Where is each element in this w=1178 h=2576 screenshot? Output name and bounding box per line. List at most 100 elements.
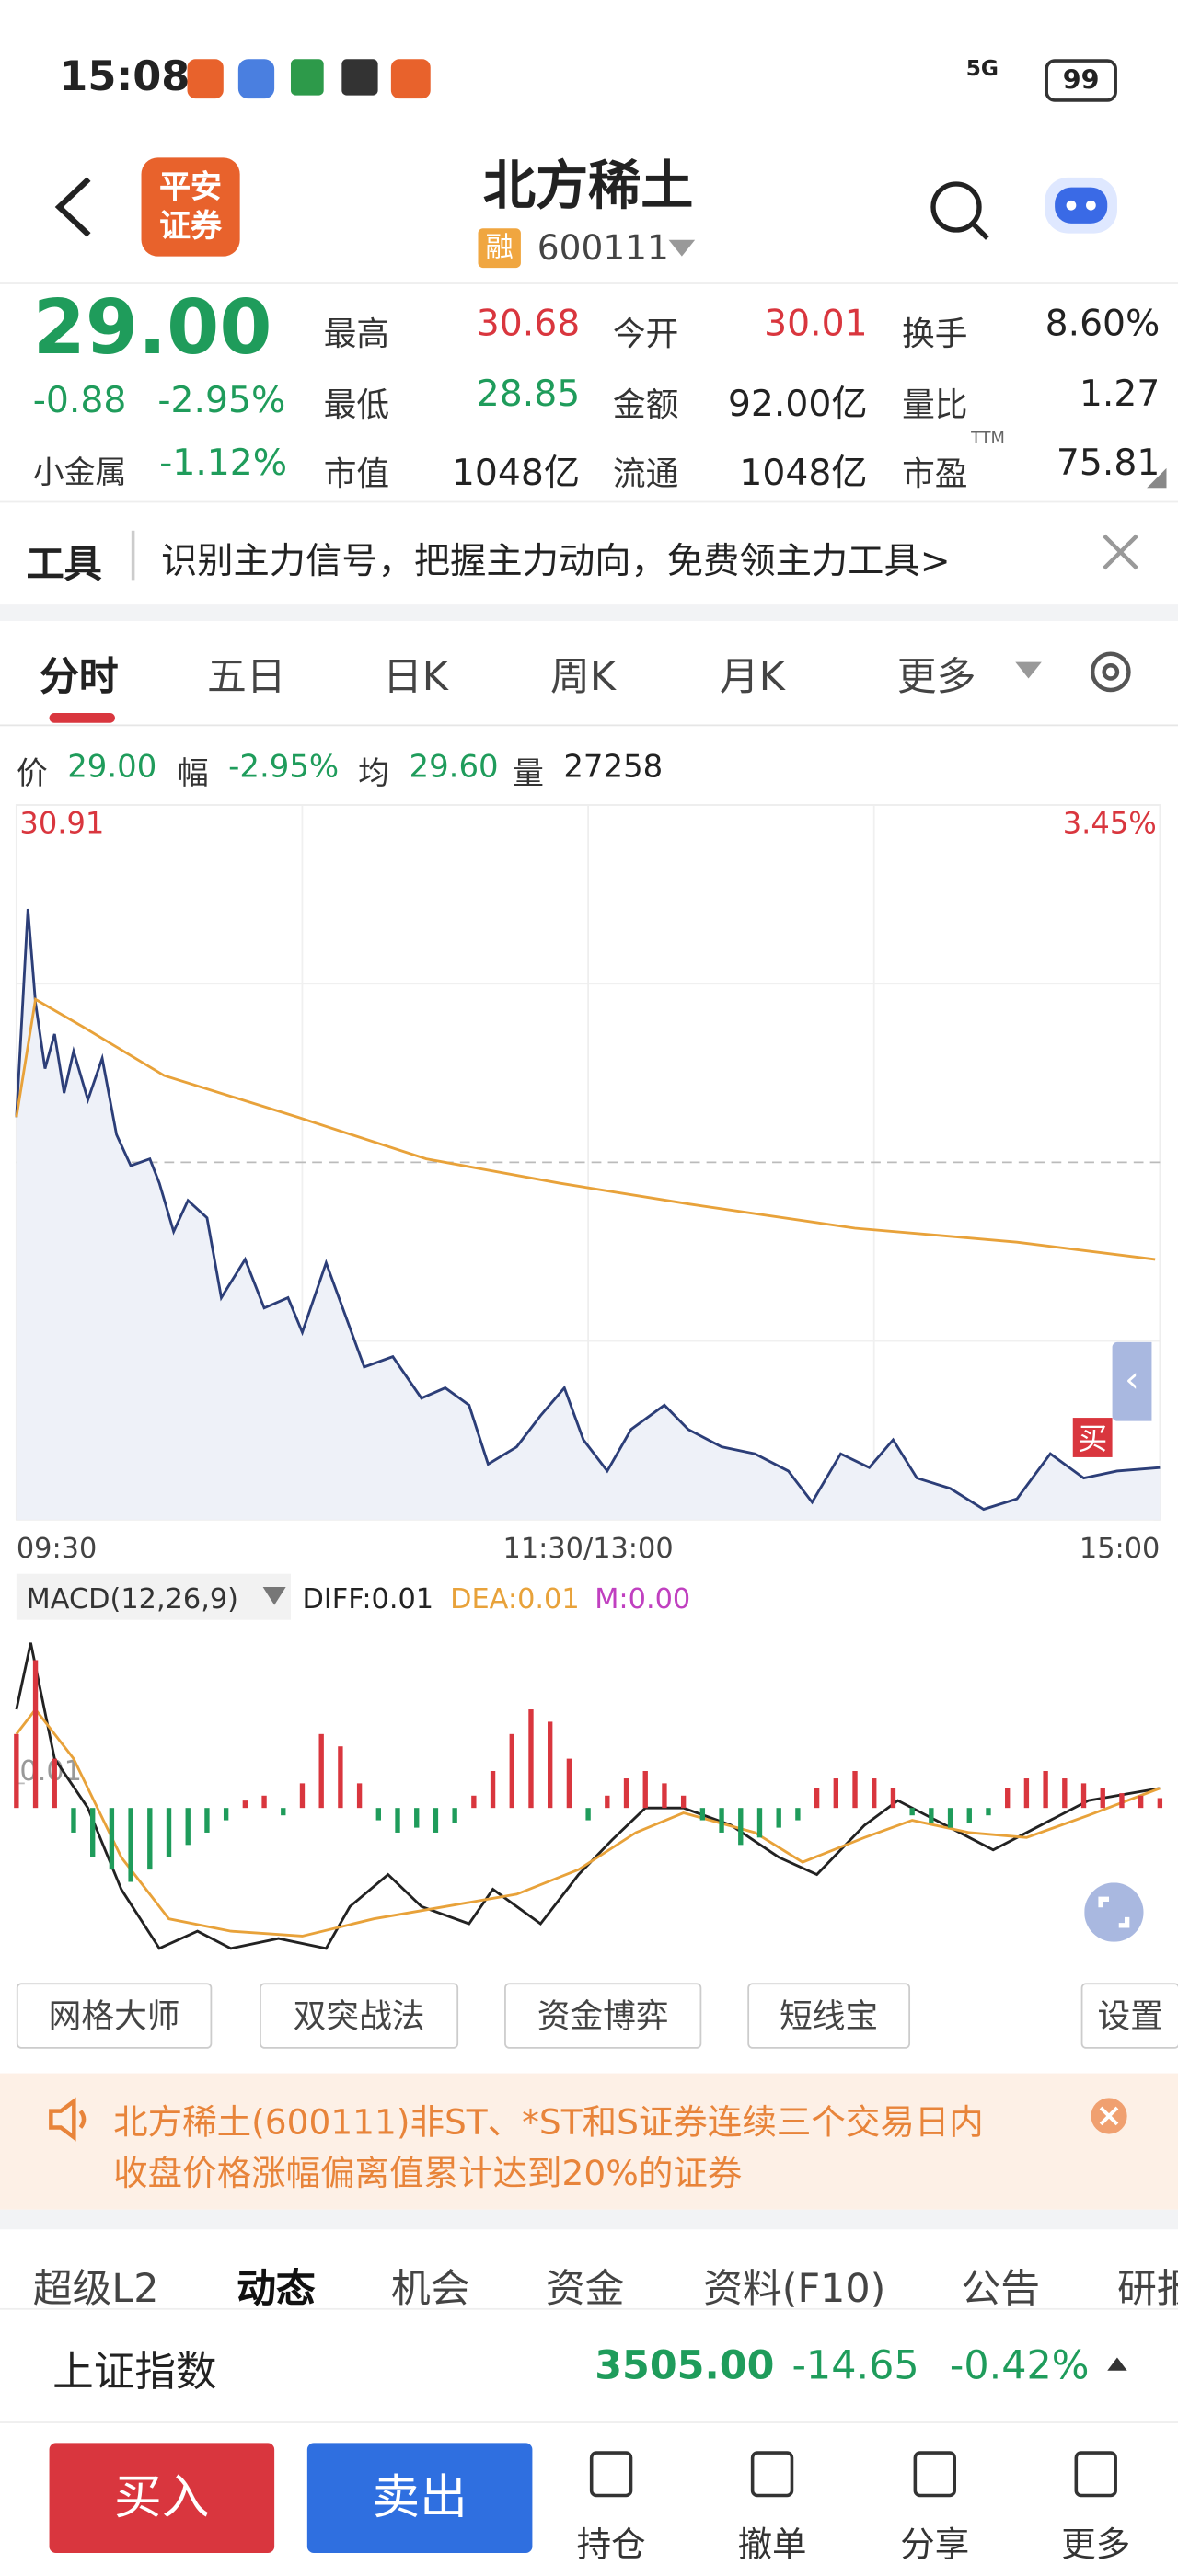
divider xyxy=(0,724,1178,727)
tab[interactable]: 更多 xyxy=(896,653,976,700)
gap xyxy=(0,2209,1178,2230)
annotation: 买 xyxy=(1078,1421,1107,1456)
macd-bar xyxy=(662,1783,667,1809)
sub-tab[interactable]: 研报 xyxy=(1116,2265,1178,2312)
macd-bar xyxy=(1062,1778,1068,1809)
margin-badge: 融 xyxy=(478,228,521,269)
tab-indicator xyxy=(49,712,115,723)
index-name: 上证指数 xyxy=(52,2347,217,2396)
stat-label: 换手 xyxy=(902,314,968,353)
sub-tab[interactable]: 资金 xyxy=(545,2265,625,2312)
stat-label: 最高 xyxy=(323,314,390,353)
logo-line: 平安 xyxy=(159,168,223,206)
tab[interactable]: 日K xyxy=(382,653,448,700)
action-label[interactable]: 撤单 xyxy=(737,2524,807,2565)
macd-bar xyxy=(719,1808,724,1833)
notice-close[interactable] xyxy=(1090,2097,1129,2136)
sector[interactable]: 小金属 xyxy=(32,454,127,491)
macd-bar xyxy=(1080,1783,1087,1809)
macd-bar xyxy=(281,1808,286,1816)
app-icon xyxy=(341,59,378,96)
legend-box xyxy=(16,1573,291,1620)
macd-bar xyxy=(1119,1793,1125,1809)
notice xyxy=(0,2073,1178,2210)
search[interactable] xyxy=(927,178,992,243)
index-bar[interactable] xyxy=(0,2307,1178,2423)
settings[interactable] xyxy=(1086,648,1136,697)
macd-bar xyxy=(1023,1778,1030,1809)
macd-bar xyxy=(566,1758,572,1809)
macd-bar xyxy=(71,1808,76,1833)
dropdown[interactable] xyxy=(1013,661,1043,680)
gap xyxy=(0,604,1178,621)
macd-bar xyxy=(90,1808,96,1857)
buy-button[interactable]: 买入 xyxy=(49,2443,275,2553)
average-line xyxy=(15,996,1156,1261)
corner xyxy=(1147,467,1167,489)
macd-bar xyxy=(776,1808,781,1828)
macd-bar xyxy=(1138,1795,1144,1809)
macd-bar xyxy=(223,1808,229,1821)
sub-tab[interactable]: 超级L2 xyxy=(32,2265,159,2312)
stat-label: 市盈 xyxy=(902,453,968,493)
legend-dropdown xyxy=(262,1586,286,1605)
logo-line: 证券 xyxy=(159,208,223,246)
expand[interactable] xyxy=(1105,2356,1128,2373)
macd-bar xyxy=(490,1770,496,1809)
tab[interactable]: 周K xyxy=(550,653,617,700)
stat-label: 量比 xyxy=(902,384,968,424)
tool-button[interactable]: 双突战法 xyxy=(260,1983,459,2049)
action-label[interactable]: 持仓 xyxy=(576,2524,646,2565)
change: -0.88 xyxy=(32,381,127,422)
macd-bar xyxy=(852,1770,858,1809)
action-label[interactable]: 分享 xyxy=(900,2524,970,2565)
macd-bar xyxy=(738,1808,744,1846)
tool-button[interactable]: 网格大师 xyxy=(16,1983,213,2049)
stock-code[interactable]: 600111 xyxy=(537,228,669,269)
sub-tab[interactable]: 资料(F10) xyxy=(703,2265,886,2312)
sub-tab[interactable]: 动态 xyxy=(237,2265,316,2312)
macd-bar xyxy=(1043,1770,1048,1809)
dropdown[interactable] xyxy=(667,238,697,258)
tool-button[interactable]: 资金博弈 xyxy=(504,1983,702,2049)
sub-tab[interactable]: 公告 xyxy=(961,2265,1041,2312)
y-tick-label: 0.01 xyxy=(19,1755,82,1788)
macd-bar xyxy=(642,1770,648,1809)
macd-bar xyxy=(1100,1788,1105,1809)
macd-bar xyxy=(929,1808,934,1823)
banner-text[interactable]: 识别主力信号，把握主力动向，免费领主力工具> xyxy=(160,542,951,583)
close[interactable] xyxy=(1101,533,1140,572)
macd-bar xyxy=(814,1788,820,1809)
assistant[interactable] xyxy=(1038,165,1124,244)
tab[interactable]: 五日 xyxy=(206,653,286,700)
macd-bar xyxy=(872,1778,877,1809)
macd-bar xyxy=(299,1783,306,1809)
sub-tab[interactable]: 机会 xyxy=(390,2265,470,2312)
macd-bar xyxy=(909,1808,915,1816)
stat-value: 30.68 xyxy=(476,304,581,345)
app-icon xyxy=(187,59,224,99)
side-tab[interactable]: ‹ xyxy=(1112,1341,1152,1421)
info-label: 均 xyxy=(358,755,390,792)
tool-button[interactable]: 短线宝 xyxy=(747,1983,911,2049)
macd-bar xyxy=(166,1808,172,1857)
macd-bar xyxy=(833,1778,838,1809)
macd-bar xyxy=(1157,1798,1163,1809)
clock: 15:08 xyxy=(59,52,191,100)
banner-sep xyxy=(131,530,135,581)
fullscreen[interactable] xyxy=(1084,1882,1144,1942)
macd-title: MACD(12,26,9) xyxy=(27,1583,238,1616)
annotation-box xyxy=(1072,1418,1113,1457)
stat-sup: TTM xyxy=(971,430,1005,449)
tool-button[interactable]: 设置 xyxy=(1080,1983,1178,2049)
action-icon xyxy=(589,2451,633,2498)
action-label[interactable]: 更多 xyxy=(1061,2524,1131,2565)
sell-button[interactable]: 卖出 xyxy=(306,2443,533,2553)
tab[interactable]: 分时 xyxy=(39,653,119,700)
divider xyxy=(0,282,1178,284)
index-value: 3505.00 xyxy=(595,2342,775,2389)
tab[interactable]: 月K xyxy=(719,653,785,700)
macd-bar xyxy=(375,1808,381,1821)
back-button[interactable] xyxy=(50,172,99,241)
